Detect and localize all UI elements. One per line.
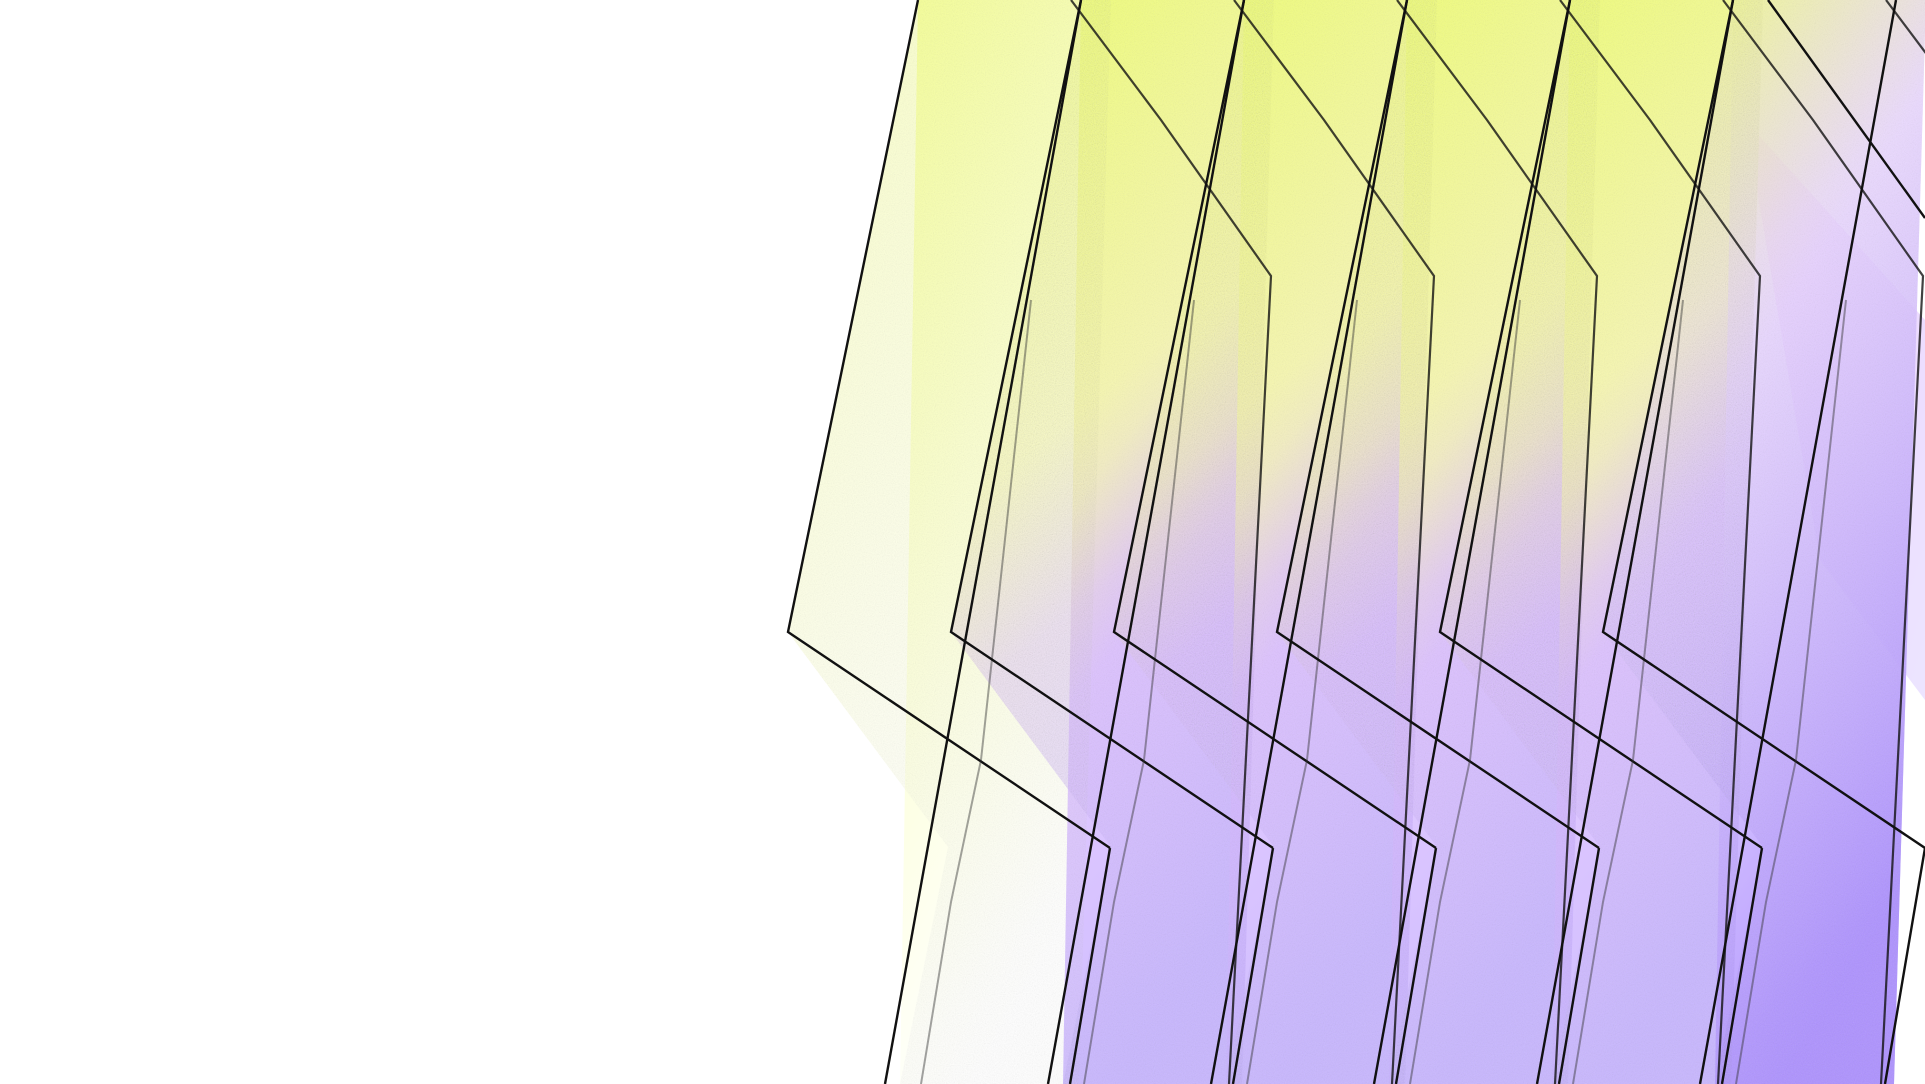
panel-faint-outline <box>1572 299 1684 1084</box>
panel-outline-lower <box>1394 847 1438 1084</box>
panel-faint-outline <box>920 299 1032 1084</box>
panel-right-edge <box>1535 0 1735 1084</box>
panel-faint-outline <box>1083 299 1195 1084</box>
panel-right-edge <box>1209 0 1409 1084</box>
panel-outline <box>1275 0 1600 849</box>
panel-outline-lower <box>1068 847 1112 1084</box>
panel-outlines <box>786 0 1925 1084</box>
panel-right-edge <box>1372 0 1572 1084</box>
panel-inner-outline <box>1233 0 1436 1084</box>
panel-right-edge <box>883 0 1083 1084</box>
panel-inner-outline <box>1559 0 1762 1084</box>
panel-faint-outline <box>1409 299 1521 1084</box>
panel-outline <box>786 0 1111 849</box>
panel-inner-outline <box>1396 0 1599 1084</box>
panel-outline <box>1112 0 1437 849</box>
panel-outline-lower <box>1231 847 1275 1084</box>
panel-right-edge <box>1698 0 1898 1084</box>
panel-inner-outline <box>1722 0 1925 1084</box>
panel-outline-lower <box>1883 847 1925 1084</box>
panel-faint-outline <box>1246 299 1358 1084</box>
trailing-outline <box>1767 0 1925 219</box>
panel-right-edge <box>1046 0 1246 1084</box>
panel-outline-lower <box>1557 847 1601 1084</box>
grain-texture <box>788 0 1925 1084</box>
panel-faint-outline <box>1735 299 1847 1084</box>
panel-outline <box>1601 0 1925 849</box>
panel-inner-outline <box>1070 0 1273 1084</box>
panel-outline <box>949 0 1274 849</box>
panel-outline-lower <box>1720 847 1764 1084</box>
panel-outline <box>1438 0 1763 849</box>
